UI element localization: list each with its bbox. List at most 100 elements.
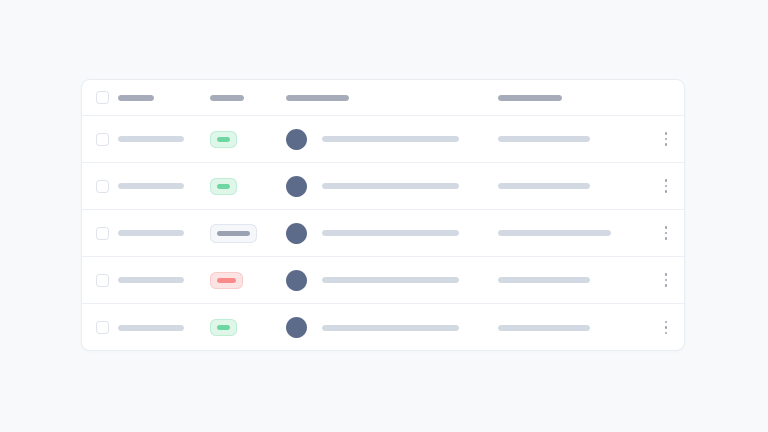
status-badge-placeholder-bar [217, 277, 236, 283]
status-badge-placeholder-bar [217, 325, 230, 330]
kebab-dot [664, 331, 668, 335]
kebab-dot [664, 179, 668, 182]
kebab-dot [664, 184, 668, 188]
header-select-all-cell[interactable] [82, 91, 118, 104]
row-select-checkbox[interactable] [95, 321, 109, 334]
user-placeholder-bar [322, 230, 459, 236]
kebab-dot [664, 231, 668, 235]
table-header-row [82, 80, 684, 116]
kebab-dot [664, 137, 668, 141]
row-actions-cell[interactable] [648, 130, 684, 148]
meta-placeholder-bar [498, 136, 590, 142]
meta-placeholder-bar [498, 324, 590, 331]
more-options-icon[interactable] [658, 130, 674, 148]
select-all-checkbox[interactable] [95, 91, 109, 104]
user-placeholder-bar [322, 136, 459, 142]
row-status-cell [210, 177, 286, 195]
row-select-cell[interactable] [82, 273, 118, 287]
table-row[interactable] [82, 210, 684, 257]
status-badge [210, 223, 257, 243]
more-options-icon[interactable] [658, 177, 674, 195]
row-select-cell[interactable] [82, 226, 118, 240]
row-select-checkbox[interactable] [95, 273, 109, 287]
row-select-checkbox[interactable] [95, 226, 109, 240]
meta-placeholder-bar [498, 183, 590, 189]
row-meta-cell [498, 136, 648, 142]
row-user-cell [286, 128, 498, 150]
table-row[interactable] [82, 163, 684, 210]
name-placeholder-bar [118, 277, 184, 283]
row-select-cell[interactable] [82, 179, 118, 193]
header-label-status-placeholder [210, 94, 244, 101]
kebab-dot [664, 326, 668, 329]
row-meta-cell [498, 324, 648, 331]
avatar [286, 175, 307, 197]
status-badge-placeholder-bar [217, 183, 230, 189]
row-status-cell [210, 271, 286, 289]
row-name-cell [118, 230, 210, 236]
more-options-icon[interactable] [658, 224, 674, 242]
row-actions-cell[interactable] [648, 319, 684, 337]
user-placeholder-bar [322, 324, 459, 331]
row-meta-cell [498, 277, 648, 283]
status-badge [210, 271, 243, 289]
kebab-dot [664, 132, 668, 135]
row-status-cell [210, 130, 286, 148]
kebab-dot [664, 143, 668, 146]
status-badge [210, 130, 237, 148]
meta-placeholder-bar [498, 277, 590, 283]
header-label-name-placeholder [118, 94, 154, 101]
avatar [286, 222, 307, 244]
more-options-icon[interactable] [658, 319, 674, 337]
header-label-meta-placeholder [498, 94, 562, 101]
status-badge-placeholder-bar [217, 230, 250, 236]
header-cell-name[interactable] [118, 94, 210, 101]
kebab-dot [664, 320, 668, 324]
row-select-cell[interactable] [82, 321, 118, 334]
row-select-checkbox[interactable] [95, 132, 109, 146]
row-status-cell [210, 319, 286, 336]
row-actions-cell[interactable] [648, 224, 684, 242]
row-select-cell[interactable] [82, 132, 118, 146]
row-name-cell [118, 277, 210, 283]
row-name-cell [118, 324, 210, 331]
kebab-dot [664, 226, 668, 229]
status-badge [210, 177, 237, 195]
header-label-user-placeholder [286, 94, 349, 101]
row-meta-cell [498, 230, 648, 236]
kebab-dot [664, 278, 668, 282]
user-placeholder-bar [322, 277, 459, 283]
row-actions-cell[interactable] [648, 177, 684, 195]
row-name-cell [118, 136, 210, 142]
user-placeholder-bar [322, 183, 459, 189]
row-select-checkbox[interactable] [95, 179, 109, 193]
header-cell-meta[interactable] [498, 94, 648, 101]
table-row[interactable] [82, 257, 684, 304]
meta-placeholder-bar [498, 230, 611, 236]
data-table-card [81, 79, 685, 351]
avatar [286, 128, 307, 150]
row-user-cell [286, 222, 498, 244]
kebab-dot [664, 237, 668, 240]
row-status-cell [210, 223, 286, 243]
avatar [286, 317, 307, 338]
name-placeholder-bar [118, 324, 184, 331]
row-name-cell [118, 183, 210, 189]
name-placeholder-bar [118, 230, 184, 236]
row-actions-cell[interactable] [648, 271, 684, 289]
status-badge [210, 319, 237, 336]
name-placeholder-bar [118, 136, 184, 142]
header-cell-user[interactable] [286, 94, 498, 101]
row-user-cell [286, 317, 498, 338]
row-user-cell [286, 269, 498, 291]
row-user-cell [286, 175, 498, 197]
table-row[interactable] [82, 304, 684, 350]
kebab-dot [664, 284, 668, 287]
kebab-dot [664, 190, 668, 193]
header-cell-status[interactable] [210, 94, 286, 101]
table-row[interactable] [82, 116, 684, 163]
name-placeholder-bar [118, 183, 184, 189]
row-meta-cell [498, 183, 648, 189]
avatar [286, 269, 307, 291]
more-options-icon[interactable] [658, 271, 674, 289]
